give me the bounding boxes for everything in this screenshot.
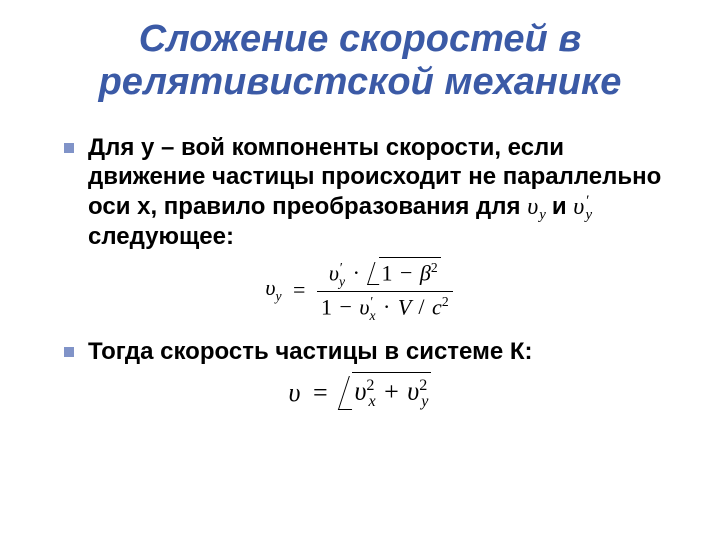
bullet-2: Тогда скорость частицы в системе К: [48, 337, 672, 366]
title-line-2: релятивистской механике [58, 61, 662, 104]
bullet-1: Для y – вой компоненты скорости, если дв… [48, 133, 672, 251]
symbol-vy-prime: υ′y [573, 194, 592, 220]
bullet-list: Для y – вой компоненты скорости, если дв… [48, 133, 672, 410]
formula-vy-transform: υy = υ′y · 1 − β2 [265, 257, 454, 322]
symbol-vy: υy [527, 194, 552, 220]
slide-title: Сложение скоростей в релятивистской меха… [48, 18, 672, 103]
formula-speed-magnitude: υ = υ2x + υ2y [289, 372, 432, 411]
formula-1-block: υy = υ′y · 1 − β2 [48, 257, 672, 322]
bullet-1-and: и [552, 193, 573, 220]
bullet-2-text: Тогда скорость частицы в системе К: [88, 338, 533, 365]
bullet-1-text-b: следующее: [88, 223, 234, 250]
title-line-1: Сложение скоростей в [58, 18, 662, 61]
slide: Сложение скоростей в релятивистской меха… [0, 0, 720, 540]
formula-2-block: υ = υ2x + υ2y [48, 372, 672, 411]
